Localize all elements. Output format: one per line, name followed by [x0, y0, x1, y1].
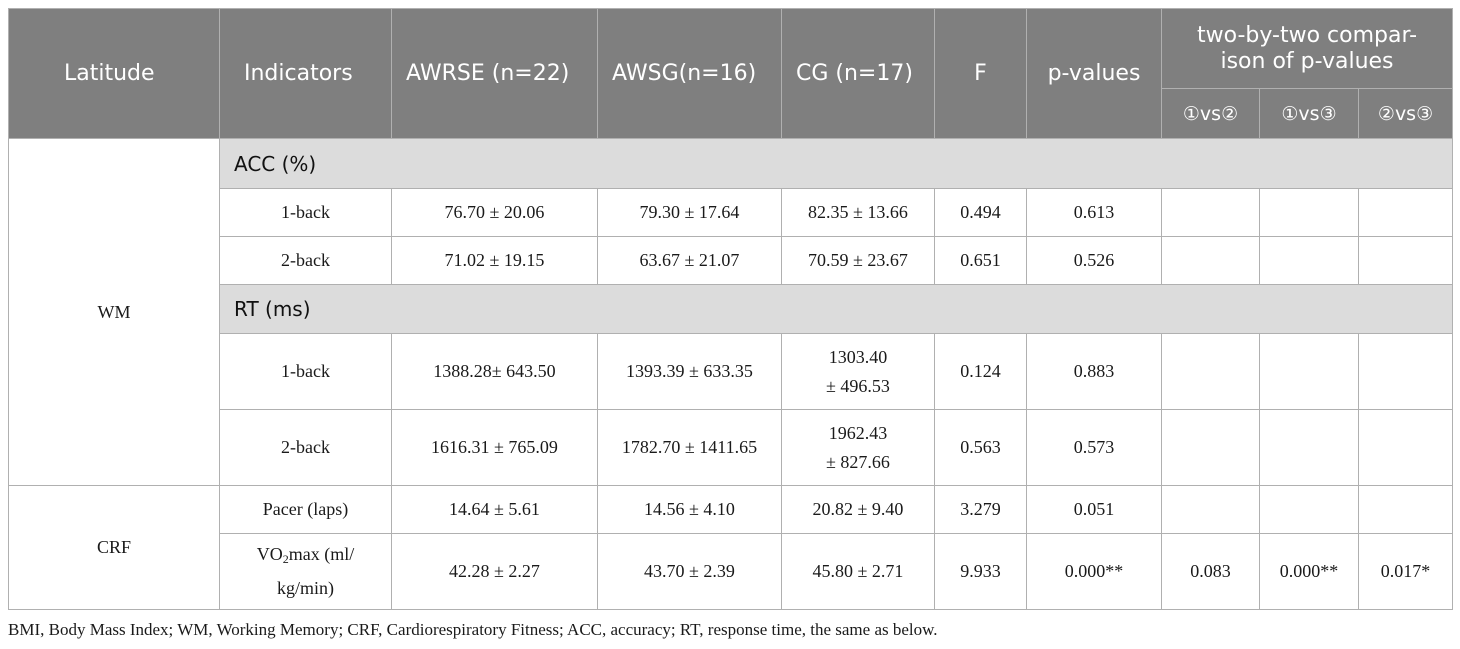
results-table: Latitude Indicators AWRSE (n=22) AWSG(n=… [8, 8, 1454, 610]
table-row: 2-back 1616.31 ± 765.09 1782.70 ± 1411.6… [9, 409, 1454, 486]
f-cell: 0.651 [934, 236, 1027, 285]
c12-cell: 0.083 [1161, 533, 1260, 610]
c23-cell [1357, 236, 1454, 285]
c23-cell [1357, 485, 1454, 534]
c13-cell [1259, 485, 1359, 534]
c23-cell: 0.017* [1357, 533, 1454, 610]
c23-cell [1357, 333, 1454, 410]
table-row: 1-back 76.70 ± 20.06 79.30 ± 17.64 82.35… [9, 188, 1454, 237]
indicator-cell: 2-back [219, 409, 392, 486]
f-cell: 0.494 [934, 188, 1027, 237]
table-footnote: BMI, Body Mass Index; WM, Working Memory… [8, 620, 938, 639]
header-awrse: AWRSE (n=22) [391, 8, 598, 139]
results-table-container: Latitude Indicators AWRSE (n=22) AWSG(n=… [8, 8, 1454, 610]
awsg-cell: 1782.70 ± 1411.65 [597, 409, 782, 486]
p-cell: 0.051 [1026, 485, 1162, 534]
awrse-cell: 1616.31 ± 765.09 [391, 409, 598, 486]
header-cg: CG (n=17) [781, 8, 935, 139]
f-cell: 9.933 [934, 533, 1027, 610]
indicator-cell: 2-back [219, 236, 392, 285]
awrse-cell: 71.02 ± 19.15 [391, 236, 598, 285]
cg-cell: 1962.43 ± 827.66 [781, 409, 935, 486]
c23-cell [1357, 409, 1454, 486]
cg-value-line2: ± 827.66 [826, 451, 890, 472]
cg-cell: 70.59 ± 23.67 [781, 236, 935, 285]
awrse-cell: 14.64 ± 5.61 [391, 485, 598, 534]
indicator-cell: 1-back [219, 188, 392, 237]
awsg-cell: 79.30 ± 17.64 [597, 188, 782, 237]
c13-cell: 0.000** [1259, 533, 1359, 610]
awsg-cell: 1393.39 ± 633.35 [597, 333, 782, 410]
c12-cell [1161, 236, 1260, 285]
indicator-cell: Pacer (laps) [219, 485, 392, 534]
awsg-cell: 63.67 ± 21.07 [597, 236, 782, 285]
table-header: Latitude Indicators AWRSE (n=22) AWSG(n=… [8, 8, 1454, 139]
p-cell: 0.613 [1026, 188, 1162, 237]
table-row: 1-back 1388.28± 643.50 1393.39 ± 633.35 … [9, 333, 1454, 410]
awrse-cell: 1388.28± 643.50 [391, 333, 598, 410]
table-body: WM ACC (%) 1-back 76.70 ± 20.06 79.30 ± … [8, 138, 1454, 610]
latitude-wm: WM [8, 138, 220, 486]
f-cell: 0.563 [934, 409, 1027, 486]
group-rt: RT (ms) [218, 284, 1454, 334]
cg-cell: 82.35 ± 13.66 [781, 188, 935, 237]
cg-cell: 45.80 ± 2.71 [781, 533, 935, 610]
p-cell: 0.000** [1026, 533, 1162, 610]
header-pairwise-line1: two-by-two compar- [1196, 22, 1418, 48]
f-cell: 3.279 [934, 485, 1027, 534]
c12-cell [1161, 485, 1260, 534]
header-latitude: Latitude [8, 8, 220, 139]
cg-cell: 20.82 ± 9.40 [781, 485, 935, 534]
header-p-values: p-values [1026, 8, 1162, 139]
indicator-cell: VO2max (ml/ kg/min) [219, 533, 392, 610]
c13-cell [1259, 188, 1359, 237]
cg-value-line1: 1303.40 [828, 346, 888, 367]
latitude-crf: CRF [8, 485, 220, 610]
c12-cell [1161, 409, 1260, 486]
c23-cell [1357, 188, 1454, 237]
header-awsg: AWSG(n=16) [597, 8, 782, 139]
c13-cell [1259, 236, 1359, 285]
table-row: 2-back 71.02 ± 19.15 63.67 ± 21.07 70.59… [9, 236, 1454, 285]
p-cell: 0.883 [1026, 333, 1162, 410]
c13-cell [1259, 409, 1359, 486]
c13-cell [1259, 333, 1359, 410]
awrse-cell: 76.70 ± 20.06 [391, 188, 598, 237]
group-acc: ACC (%) [218, 138, 1454, 189]
p-cell: 0.573 [1026, 409, 1162, 486]
f-cell: 0.124 [934, 333, 1027, 410]
header-pairwise-line2: ison of p-values [1220, 48, 1394, 74]
cg-value-line1: 1962.43 [828, 422, 888, 443]
header-pairwise: two-by-two compar- ison of p-values [1160, 8, 1454, 89]
c12-cell [1161, 333, 1260, 410]
indicator-cell: 1-back [219, 333, 392, 410]
cg-value-line2: ± 496.53 [826, 375, 890, 396]
c12-cell [1161, 188, 1260, 237]
vo2-label-line2: kg/min) [277, 578, 334, 598]
awsg-cell: 43.70 ± 2.39 [597, 533, 782, 610]
vo2-label-line1: VO2max (ml/ [256, 544, 355, 566]
header-1-vs-2: ①vs② [1161, 88, 1260, 139]
p-cell: 0.526 [1026, 236, 1162, 285]
awrse-cell: 42.28 ± 2.27 [391, 533, 598, 610]
header-2-vs-3: ②vs③ [1357, 88, 1454, 139]
awsg-cell: 14.56 ± 4.10 [597, 485, 782, 534]
table-row: VO2max (ml/ kg/min) 42.28 ± 2.27 43.70 ±… [9, 533, 1454, 610]
header-indicators: Indicators [219, 8, 392, 139]
cg-cell: 1303.40 ± 496.53 [781, 333, 935, 410]
table-row: CRF Pacer (laps) 14.64 ± 5.61 14.56 ± 4.… [8, 485, 1454, 610]
header-f: F [934, 8, 1027, 139]
header-1-vs-3: ①vs③ [1259, 88, 1359, 139]
